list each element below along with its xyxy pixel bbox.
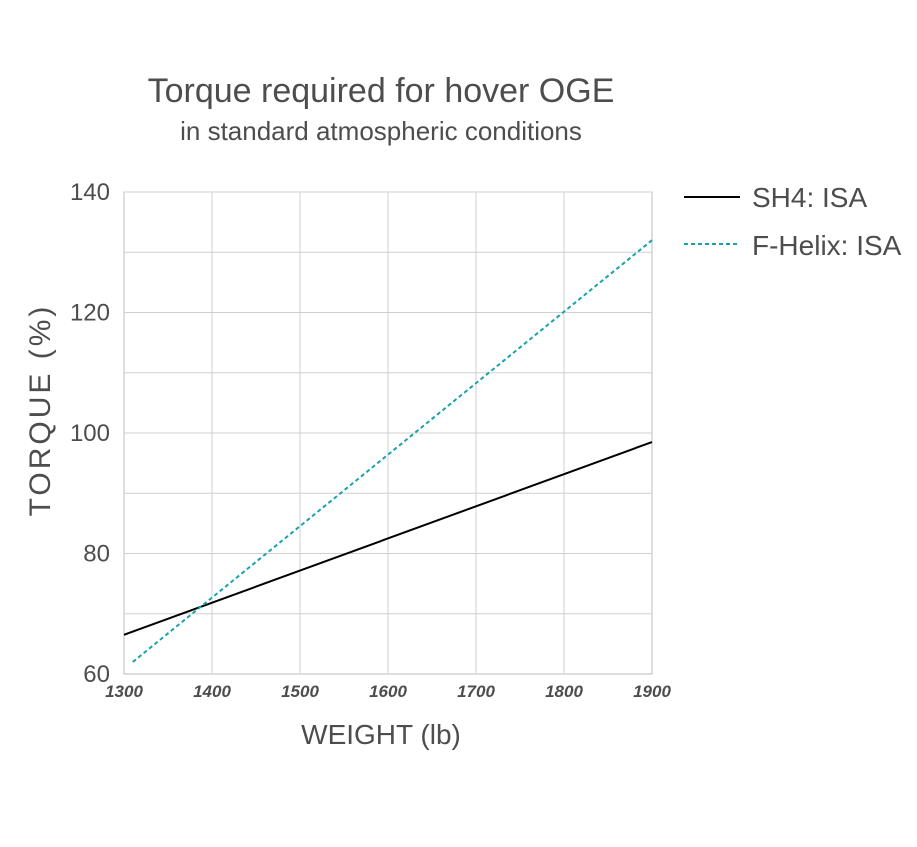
x-tick-label: 1900: [633, 682, 671, 701]
y-tick-label: 140: [70, 179, 110, 206]
x-tick-label: 1400: [193, 682, 231, 701]
y-tick-label: 80: [83, 541, 110, 568]
y-axis-label: TORQUE (%): [24, 304, 57, 517]
x-axis-label: WEIGHT (lb): [301, 719, 461, 750]
y-tick-label: 120: [70, 300, 110, 327]
x-tick-label: 1700: [457, 682, 495, 701]
y-axis-ticks: 60 80 100 120 140: [70, 179, 110, 688]
x-tick-label: 1600: [369, 682, 407, 701]
y-tick-label: 100: [70, 420, 110, 447]
legend-label-sh4: SH4: ISA: [752, 182, 867, 213]
x-tick-label: 1800: [545, 682, 583, 701]
x-tick-label: 1300: [105, 682, 143, 701]
legend-label-f-helix: F-Helix: ISA: [752, 230, 902, 261]
x-axis-ticks: 1300 1400 1500 1600 1700 1800 1900: [105, 682, 671, 701]
legend: SH4: ISA F-Helix: ISA: [684, 182, 902, 261]
chart-title: Torque required for hover OGE: [148, 72, 615, 110]
series-lines: [123, 239, 653, 663]
y-tick-label: 60: [83, 661, 110, 688]
series-line-sh4: [123, 441, 653, 636]
x-tick-label: 1500: [281, 682, 319, 701]
chart-subtitle: in standard atmospheric conditions: [180, 116, 582, 146]
